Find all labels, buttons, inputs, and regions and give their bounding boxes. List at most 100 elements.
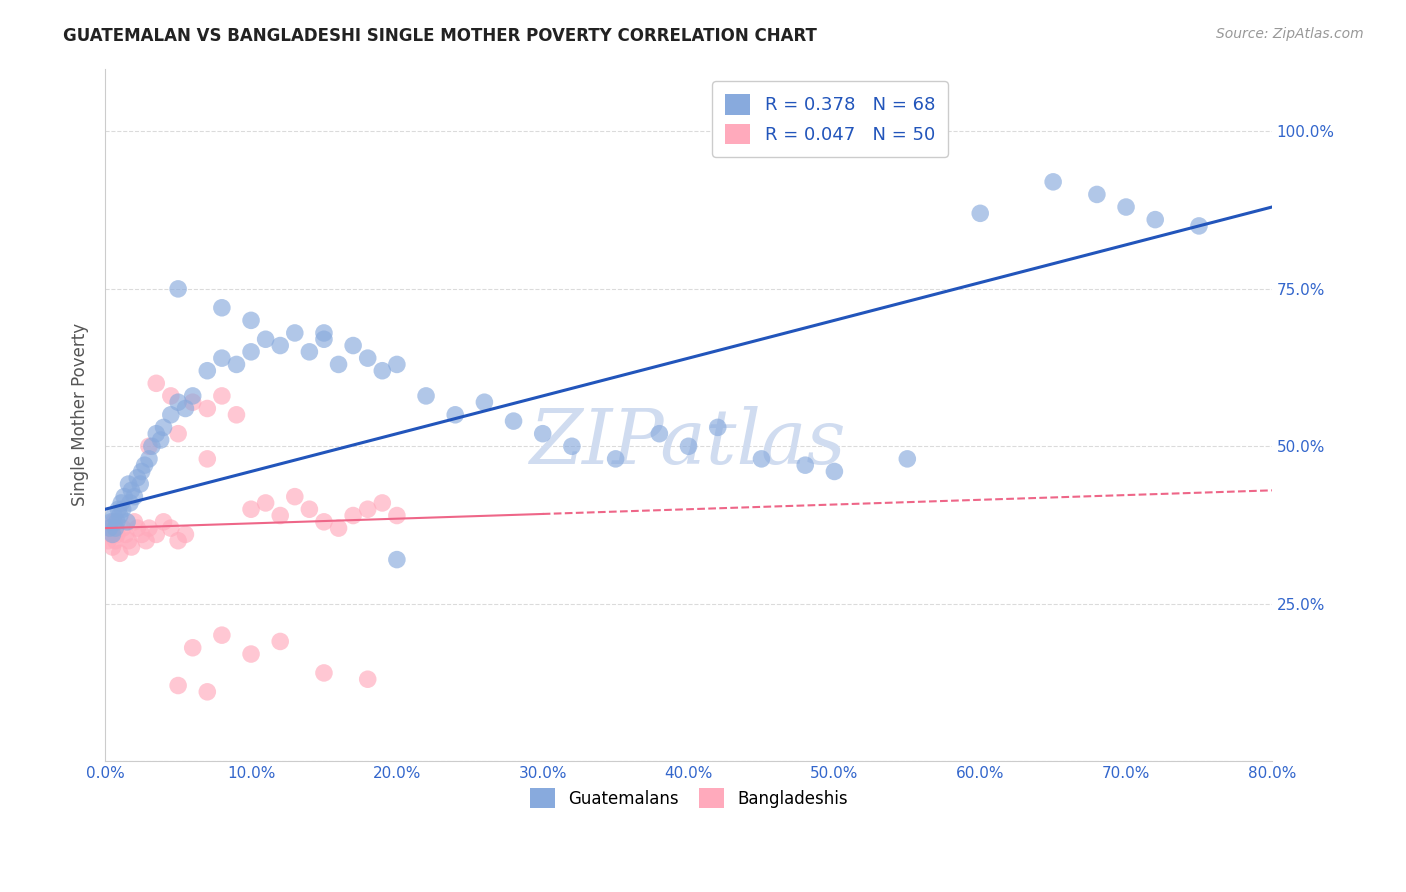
Point [115,515,138,529]
Point [474,395,496,409]
Point [117,533,139,548]
Point [195,364,218,378]
Point [135,533,157,548]
Point [152,515,174,529]
Point [101,527,124,541]
Point [103,508,125,523]
Point [371,364,394,378]
Point [357,351,380,365]
Point [298,344,321,359]
Point [312,665,335,680]
Point [531,426,554,441]
Point [138,521,160,535]
Point [211,351,233,365]
Point [269,634,291,648]
Point [823,465,845,479]
Point [896,451,918,466]
Point [254,496,277,510]
Point [100,515,122,529]
Point [371,496,394,510]
Point [131,465,153,479]
Point [141,439,163,453]
Point [167,395,190,409]
Point [240,344,263,359]
Point [121,540,143,554]
Point [312,332,335,346]
Point [105,515,128,529]
Point [145,426,167,441]
Point [357,502,380,516]
Point [444,408,467,422]
Point [138,451,160,466]
Point [269,508,291,523]
Point [117,477,139,491]
Point [108,546,131,560]
Point [342,508,364,523]
Point [284,490,307,504]
Point [284,326,307,340]
Point [103,515,125,529]
Point [385,552,408,566]
Point [342,338,364,352]
Point [502,414,524,428]
Point [105,527,128,541]
Point [605,451,627,466]
Point [138,439,160,453]
Point [225,358,247,372]
Point [312,515,335,529]
Point [195,685,218,699]
Point [108,508,131,523]
Point [114,527,136,541]
Point [118,496,141,510]
Point [149,433,172,447]
Point [1085,187,1108,202]
Point [1188,219,1211,233]
Point [167,679,190,693]
Point [312,326,335,340]
Point [160,389,183,403]
Point [181,395,204,409]
Point [1144,212,1167,227]
Point [131,527,153,541]
Point [240,313,263,327]
Point [110,496,132,510]
Point [678,439,700,453]
Point [121,483,143,498]
Point [357,672,380,686]
Text: ZIPatlas: ZIPatlas [530,406,846,480]
Point [124,490,146,504]
Point [107,502,129,516]
Point [254,332,277,346]
Point [751,451,773,466]
Point [794,458,817,472]
Point [561,439,583,453]
Point [167,426,190,441]
Point [111,502,134,516]
Point [97,533,120,548]
Point [127,471,149,485]
Point [124,515,146,529]
Point [129,477,152,491]
Point [167,533,190,548]
Point [298,502,321,516]
Point [160,521,183,535]
Point [100,527,122,541]
Point [127,521,149,535]
Point [328,358,350,372]
Legend: Guatemalans, Bangladeshis: Guatemalans, Bangladeshis [523,781,855,815]
Point [648,426,671,441]
Point [385,508,408,523]
Point [195,401,218,416]
Point [211,628,233,642]
Point [181,389,204,403]
Point [269,338,291,352]
Point [101,540,124,554]
Y-axis label: Single Mother Poverty: Single Mother Poverty [72,323,89,507]
Point [145,527,167,541]
Point [181,640,204,655]
Point [145,376,167,391]
Point [160,408,183,422]
Point [98,521,121,535]
Point [240,502,263,516]
Point [706,420,728,434]
